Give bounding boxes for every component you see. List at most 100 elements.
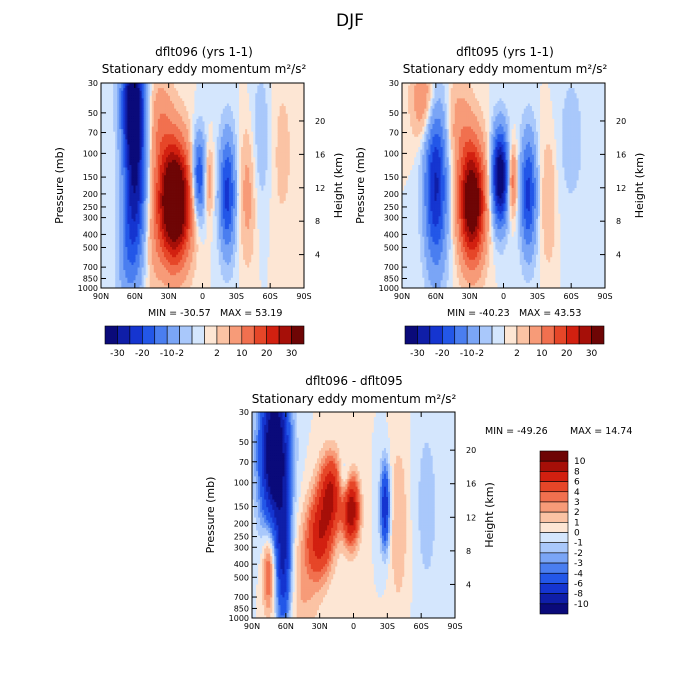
colorbar-label: 20 <box>561 349 573 359</box>
colorbar-swatch <box>539 511 569 523</box>
colorbar-swatch <box>216 325 230 345</box>
y-right-tick-label: 8 <box>616 217 621 226</box>
panel-1-subtitle: Stationary eddy momentum m²/s² <box>102 62 307 76</box>
colorbar-swatch <box>539 583 569 594</box>
colorbar-label: 2 <box>514 349 520 359</box>
colorbar-swatch <box>539 572 569 584</box>
y-tick-label: 250 <box>384 203 399 212</box>
colorbar-swatch <box>539 562 569 574</box>
y-tick-label: 700 <box>384 263 399 272</box>
colorbar-label: -2 <box>475 349 484 359</box>
panel-1-max-label: MAX = 53.19 <box>220 308 282 319</box>
y-tick-label: 100 <box>384 149 399 158</box>
colorbar-swatch <box>253 325 267 345</box>
colorbar-label: -3 <box>574 559 583 569</box>
y-tick-label: 300 <box>234 543 249 552</box>
y-tick-label: 850 <box>384 274 399 283</box>
x-tick-label: 30N <box>462 292 478 301</box>
colorbar-label: 20 <box>261 349 273 359</box>
colorbar-swatch <box>539 491 569 503</box>
colorbar-label: -2 <box>574 549 583 559</box>
colorbar-swatch <box>129 325 143 345</box>
x-tick-label: 90S <box>296 292 311 301</box>
colorbar-label: 8 <box>574 467 580 477</box>
y-right-tick-label: 16 <box>616 150 626 159</box>
colorbar-label: -4 <box>574 569 583 579</box>
y-tick-label: 100 <box>83 149 98 158</box>
colorbar-swatch <box>117 325 131 345</box>
panel-1-colorbar: -30 -20 -10 -2 2 10 20 30 <box>104 325 305 359</box>
x-tick-label: 60N <box>428 292 444 301</box>
y-right-tick-label: 4 <box>466 580 471 589</box>
colorbar-swatch <box>541 325 555 345</box>
x-tick-label: 30S <box>380 622 395 631</box>
panel-1-min-label: MIN = -30.57 <box>148 308 211 319</box>
x-tick-label: 30S <box>229 292 244 301</box>
y-right-tick-label: 4 <box>315 251 320 260</box>
colorbar-swatch <box>578 325 592 345</box>
y-tick-label: 30 <box>88 79 98 88</box>
y-right-tick-label: 16 <box>466 480 476 489</box>
panel-3: dflt096 - dflt095 Stationary eddy moment… <box>204 374 632 631</box>
y-tick-label: 400 <box>384 230 399 239</box>
y-axis-label-right: Height (km) <box>332 153 345 219</box>
x-tick-label: 60N <box>127 292 143 301</box>
panel-2-min-label: MIN = -40.23 <box>447 308 510 319</box>
y-axis-label: Pressure (mb) <box>53 147 66 224</box>
x-tick-label: 0 <box>200 292 205 301</box>
x-tick-label: 60S <box>263 292 278 301</box>
x-tick-label: 90S <box>447 622 462 631</box>
panel-2-title: dflt095 (yrs 1-1) <box>456 45 554 59</box>
y-tick-label: 850 <box>83 274 98 283</box>
y-tick-label: 150 <box>384 173 399 182</box>
colorbar-swatch <box>166 325 180 345</box>
colorbar-swatch <box>179 325 193 345</box>
colorbar-swatch <box>479 325 493 345</box>
x-tick-label: 60S <box>414 622 429 631</box>
x-tick-label: 90N <box>244 622 260 631</box>
y-tick-label: 150 <box>83 173 98 182</box>
y-tick-label: 400 <box>234 560 249 569</box>
colorbar-swatch <box>566 325 580 345</box>
y-right-tick-label: 8 <box>315 217 320 226</box>
field-cells <box>252 412 455 618</box>
colorbar-swatch <box>539 450 569 462</box>
y-right-tick-label: 12 <box>466 513 476 522</box>
panel-3-min-label: MIN = -49.26 <box>485 426 548 437</box>
colorbar-label: 2 <box>214 349 220 359</box>
panel-2-subtitle: Stationary eddy momentum m²/s² <box>403 62 608 76</box>
colorbar-label: 10 <box>536 349 548 359</box>
y-axis-label-right: Height (km) <box>633 153 646 219</box>
colorbar-swatch <box>539 532 569 543</box>
x-tick-label: 60S <box>564 292 579 301</box>
colorbar-swatch <box>266 325 280 345</box>
y-tick-label: 250 <box>234 533 249 542</box>
y-tick-label: 200 <box>384 190 399 199</box>
colorbar-label: -1 <box>574 539 583 549</box>
colorbar-label: 30 <box>286 349 298 359</box>
x-tick-label: 60N <box>278 622 294 631</box>
colorbar-label: 10 <box>236 349 248 359</box>
colorbar-swatch <box>429 325 443 345</box>
colorbar-swatch <box>204 325 218 345</box>
colorbar-swatch <box>553 325 567 345</box>
y-axis-label: Pressure (mb) <box>354 147 367 224</box>
colorbar-label: 10 <box>574 457 586 467</box>
colorbar-swatch <box>404 325 418 345</box>
y-tick-label: 500 <box>83 243 98 252</box>
y-tick-label: 700 <box>83 263 98 272</box>
colorbar-swatch <box>539 501 569 513</box>
colorbar-swatch <box>516 325 530 345</box>
colorbar-swatch <box>504 325 518 345</box>
y-tick-label: 200 <box>83 190 98 199</box>
colorbar-label: 1 <box>574 518 580 528</box>
x-tick-label: 30N <box>161 292 177 301</box>
y-right-tick-label: 16 <box>315 150 325 159</box>
colorbar-swatch <box>291 325 305 345</box>
x-tick-label: 30S <box>530 292 545 301</box>
colorbar-label: -20 <box>135 349 150 359</box>
colorbar-swatch <box>104 325 118 345</box>
y-right-tick-label: 20 <box>466 446 476 455</box>
y-tick-label: 50 <box>389 109 399 118</box>
